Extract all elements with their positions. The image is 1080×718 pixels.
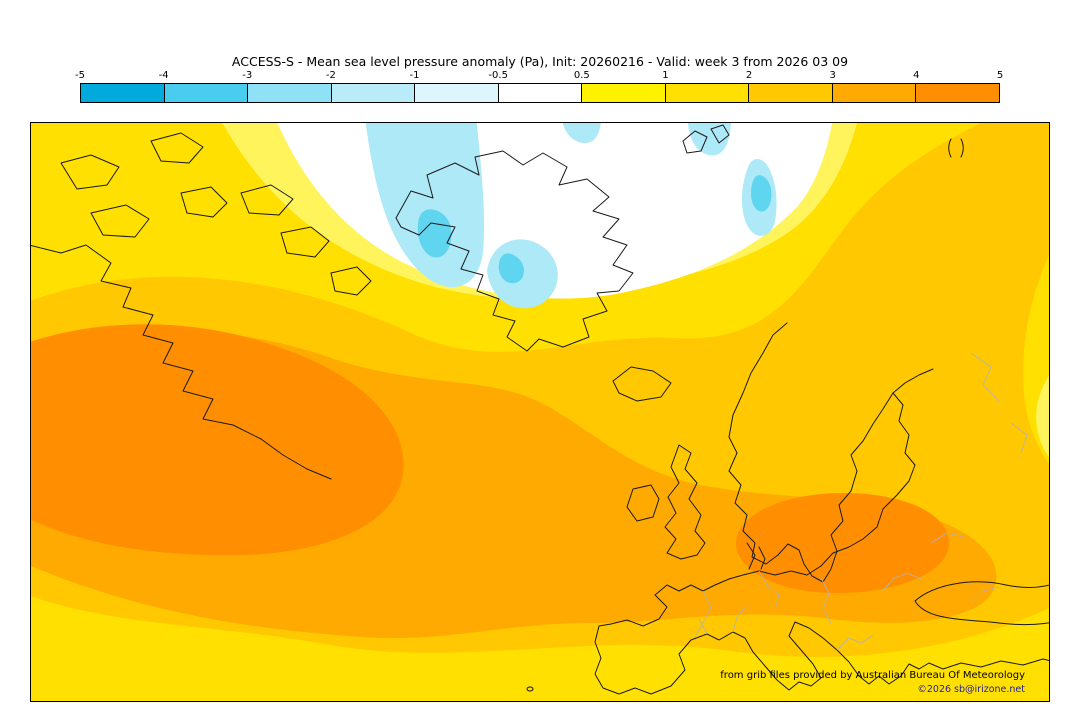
colorbar-segment	[81, 84, 165, 102]
coastline-finland-baltic	[758, 392, 916, 576]
map-credits: from grib files provided by Australian B…	[720, 669, 1025, 697]
cyan-patch-arctic-top	[562, 123, 601, 144]
coastline-iceland	[612, 366, 672, 402]
colorbar-segment	[164, 84, 249, 102]
field-cyan-mid-group	[417, 175, 772, 284]
colorbar-tick: -5	[75, 70, 85, 81]
colorbar-tick: 2	[745, 70, 753, 81]
colorbar-tick: -0.5	[488, 70, 508, 81]
colorbar-tick: 5	[996, 70, 1004, 81]
colorbar-segment	[582, 84, 666, 102]
colorbar-ticks: -5 -4 -3 -2 -1 -0.5 0.5 1 2 3 4 5	[75, 70, 1004, 83]
colorbar-segment	[916, 84, 1000, 102]
colorbar: -5 -4 -3 -2 -1 -0.5 0.5 1 2 3 4 5	[75, 70, 1004, 103]
colorbar-tick: 1	[662, 70, 669, 81]
chart-title: ACCESS-S - Mean sea level pressure anoma…	[231, 54, 849, 69]
border-central-europe	[820, 572, 922, 651]
border-west-europe	[694, 570, 780, 638]
colorbar-segment	[832, 84, 917, 102]
colorbar-tick: -4	[158, 70, 169, 81]
border-east-europe	[930, 352, 1028, 604]
colorbar-tick: 0.5	[573, 70, 590, 81]
field-band-4-5-atlantic	[31, 324, 404, 556]
colorbar-tick: 4	[913, 70, 920, 81]
coastline-europe-mainland	[594, 570, 1049, 695]
coastline-great-britain	[664, 444, 706, 560]
colorbar-segment	[331, 84, 416, 102]
colorbar-tick: 3	[829, 70, 836, 81]
field-band-05-1-east-edge	[1036, 376, 1049, 458]
colorbar-segment	[665, 84, 750, 102]
country-borders-group	[694, 352, 1028, 651]
field-band-4-5-europe	[736, 493, 949, 593]
coastline-greenland	[395, 150, 634, 352]
coastline-labrador	[31, 244, 332, 480]
map-canvas: from grib files provided by Australian B…	[30, 122, 1050, 702]
colorbar-segment	[248, 84, 332, 102]
coastline-ireland	[626, 484, 660, 522]
colorbar-tick: -3	[242, 70, 253, 81]
colorbar-tick: -1	[409, 70, 420, 81]
colorbar-bar	[80, 83, 1000, 103]
colorbar-segment	[498, 84, 583, 102]
coastline-svalbard	[682, 124, 730, 154]
coastline-scandinavia	[728, 322, 934, 583]
cyan-core-barents	[751, 175, 772, 212]
credit-copyright: ©2026 sb@irizone.net	[917, 684, 1025, 696]
credit-source: from grib files provided by Australian B…	[720, 669, 1025, 681]
cyan-core-greenland-east	[498, 253, 524, 284]
coastline-denmark	[746, 542, 766, 570]
anomaly-map-svg	[31, 123, 1049, 701]
coastline-small-islands	[526, 138, 964, 692]
cyan-patch-barents-top	[688, 123, 731, 156]
colorbar-segment	[749, 84, 833, 102]
coastline-black-sea	[914, 581, 1049, 626]
cyan-core-baffin	[417, 209, 452, 258]
colorbar-tick: -2	[325, 70, 336, 81]
coastline-canadian-islands	[60, 132, 372, 296]
coastlines-group	[31, 124, 1049, 695]
colorbar-segment	[415, 84, 499, 102]
